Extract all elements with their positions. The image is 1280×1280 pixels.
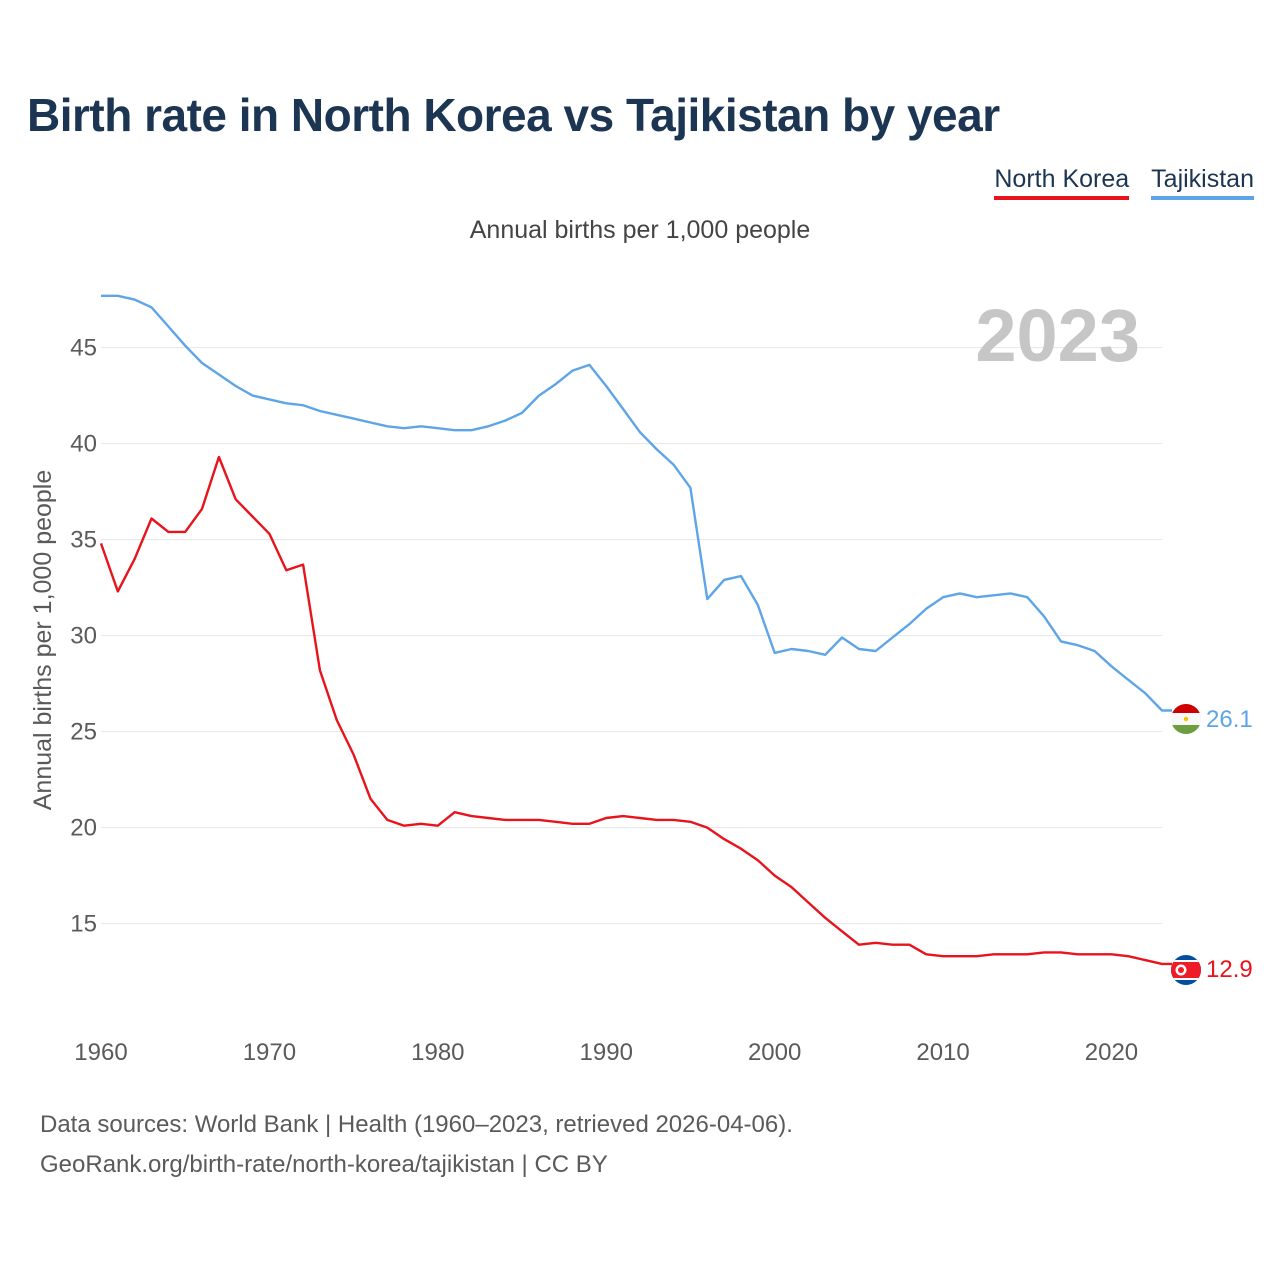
chart-subtitle: Annual births per 1,000 people bbox=[469, 216, 811, 244]
x-tick-label: 1990 bbox=[580, 1039, 633, 1066]
x-tick-label: 2000 bbox=[748, 1039, 801, 1066]
legend-item-tajikistan[interactable]: Tajikistan bbox=[1151, 165, 1254, 200]
legend-item-north-korea[interactable]: North Korea bbox=[994, 165, 1130, 200]
y-tick-label: 45 bbox=[70, 335, 97, 362]
x-tick-label: 2010 bbox=[916, 1039, 969, 1066]
y-tick-label: 15 bbox=[70, 911, 97, 938]
series-line-tajikistan[interactable] bbox=[101, 294, 1172, 712]
end-value-label-tajikistan: 26.1 bbox=[1206, 706, 1253, 733]
tajikistan-flag-icon bbox=[1171, 704, 1201, 734]
x-tick-label: 1980 bbox=[411, 1039, 464, 1066]
year-watermark: 2023 bbox=[975, 294, 1140, 377]
y-axis-ticks: 15 20 25 30 35 40 45 bbox=[70, 335, 97, 938]
series-lines bbox=[99, 294, 1172, 966]
source-note: Data sources: World Bank | Health (1960–… bbox=[40, 1105, 793, 1185]
source-line-1: Data sources: World Bank | Health (1960–… bbox=[40, 1111, 793, 1138]
y-axis-label: Annual births per 1,000 people bbox=[29, 470, 57, 811]
gridlines bbox=[101, 347, 1162, 925]
north-korea-flag-icon bbox=[1171, 955, 1201, 985]
source-line-2[interactable]: GeoRank.org/birth-rate/north-korea/tajik… bbox=[40, 1151, 608, 1178]
y-tick-label: 25 bbox=[70, 719, 97, 746]
legend: North Korea Tajikistan bbox=[994, 165, 1254, 200]
x-axis-ticks: 1960 1970 1980 1990 2000 2010 2020 bbox=[74, 1039, 1138, 1066]
y-tick-label: 20 bbox=[70, 815, 97, 842]
y-tick-label: 30 bbox=[70, 623, 97, 650]
end-value-label-north-korea: 12.9 bbox=[1206, 956, 1253, 983]
x-tick-label: 1970 bbox=[243, 1039, 296, 1066]
x-tick-label: 1960 bbox=[74, 1039, 127, 1066]
series-line-north-korea[interactable] bbox=[99, 455, 1172, 966]
y-tick-label: 40 bbox=[70, 431, 97, 458]
y-tick-label: 35 bbox=[70, 527, 97, 554]
x-tick-label: 2020 bbox=[1085, 1039, 1138, 1066]
chart-title: Birth rate in North Korea vs Tajikistan … bbox=[27, 89, 1000, 141]
